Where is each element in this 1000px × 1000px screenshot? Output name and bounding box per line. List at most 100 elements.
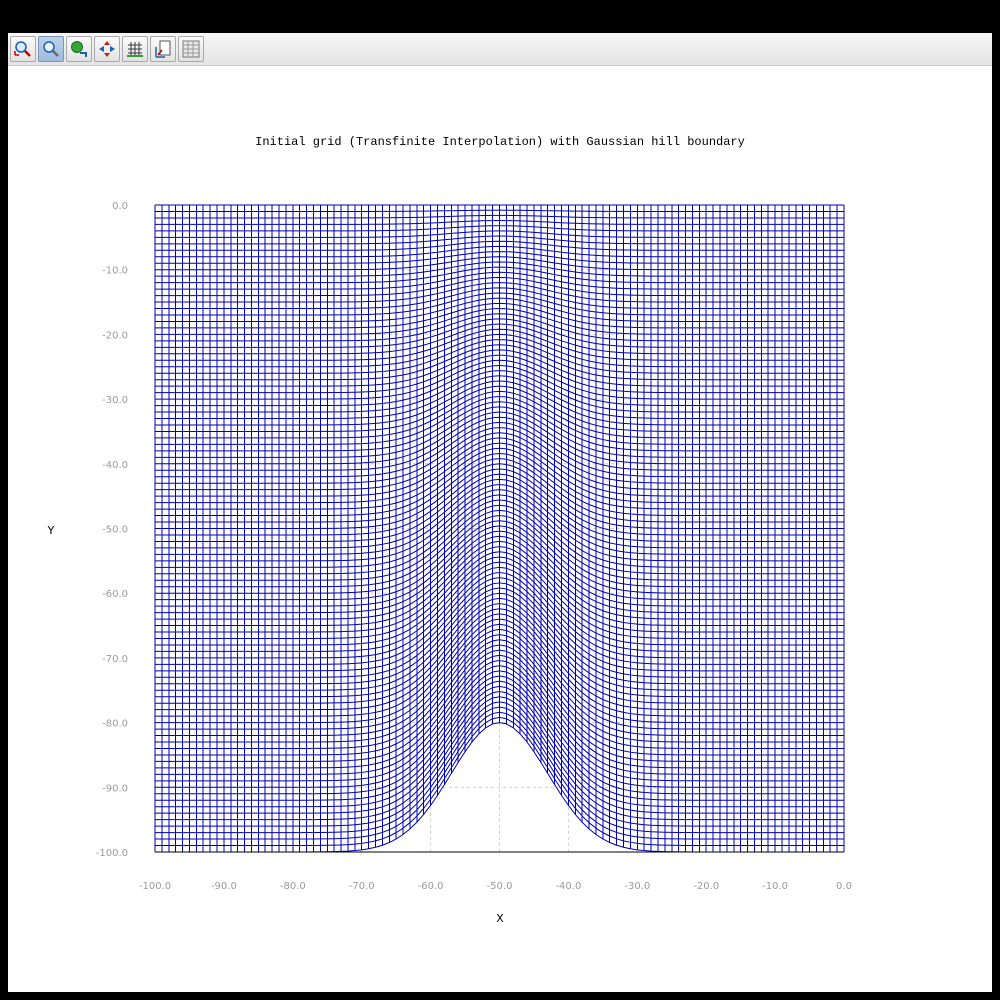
- mesh-line-horizontal: [155, 675, 844, 795]
- mesh-line-horizontal: [155, 370, 844, 413]
- mesh-line-horizontal: [155, 649, 844, 762]
- x-tick-labels: -100.0 -90.0 -80.0 -70.0 -60.0 -50.0 -40.0 -30.…: [139, 881, 852, 892]
- mesh-line-horizontal: [155, 442, 844, 504]
- mesh-line-horizontal: [155, 597, 844, 698]
- mesh-line-horizontal: [155, 577, 844, 672]
- rotate-button[interactable]: [66, 36, 92, 62]
- mesh-line-horizontal: [155, 566, 844, 659]
- zoom-button[interactable]: [38, 36, 64, 62]
- mesh-line-horizontal: [155, 406, 844, 458]
- x-tick-label: 0.0: [836, 881, 852, 892]
- x-tick-label: -30.0: [624, 881, 650, 892]
- mesh-line-horizontal: [155, 618, 844, 724]
- y-tick-label: -90.0: [102, 783, 128, 794]
- mesh-line-horizontal: [155, 623, 844, 730]
- mesh-line-horizontal: [155, 390, 844, 439]
- data-table-icon: [182, 40, 200, 58]
- y-tick-label: -60.0: [102, 589, 128, 600]
- mesh-line-horizontal: [155, 354, 844, 394]
- mesh-line-horizontal: [155, 499, 844, 575]
- mesh-line-horizontal: [155, 716, 844, 847]
- y-axis-label: Y: [47, 524, 54, 538]
- x-tick-label: -40.0: [555, 881, 581, 892]
- plot-window: Initial grid (Transfinite Interpolation)…: [8, 33, 992, 992]
- mesh-line-horizontal: [155, 251, 844, 264]
- mesh-line-horizontal: [155, 339, 844, 374]
- mesh-line-horizontal: [155, 468, 844, 536]
- mesh-line-horizontal: [155, 483, 844, 555]
- mesh-line-horizontal: [155, 556, 844, 646]
- mesh-line-horizontal: [155, 582, 844, 678]
- mesh-line-horizontal: [155, 473, 844, 542]
- grid-toggle-icon: [127, 42, 143, 57]
- mesh-line-horizontal: [155, 463, 844, 529]
- mesh-line-horizontal: [155, 437, 844, 497]
- y-tick-labels: 0.0 -10.0 -20.0 -30.0 -40.0 -50.0 -60.0 -70.0 -8…: [96, 201, 128, 859]
- mesh-line-horizontal: [155, 494, 844, 568]
- mesh-line-horizontal: [155, 427, 844, 484]
- x-tick-label: -90.0: [211, 881, 237, 892]
- mesh-line-horizontal: [155, 654, 844, 769]
- y-tick-label: -80.0: [102, 719, 128, 730]
- mesh-line-horizontal: [155, 235, 844, 245]
- mesh-line-horizontal: [155, 308, 844, 335]
- grid-toggle-button[interactable]: [122, 36, 148, 62]
- mesh-line-horizontal: [155, 680, 844, 801]
- pan-button[interactable]: [94, 36, 120, 62]
- x-tick-label: -100.0: [139, 881, 171, 892]
- mesh-line-horizontal: [155, 509, 844, 588]
- mesh-line-horizontal: [155, 396, 844, 445]
- mesh-line-horizontal: [155, 489, 844, 562]
- mesh-line-horizontal: [155, 540, 844, 627]
- mesh-line-horizontal: [155, 349, 844, 387]
- mesh-line-horizontal: [155, 613, 844, 717]
- mesh-line-horizontal: [155, 546, 844, 633]
- mesh-line-horizontal: [155, 628, 844, 737]
- mesh-line-horizontal: [155, 344, 844, 381]
- mesh-line-horizontal: [155, 328, 844, 361]
- mesh-line-horizontal: [155, 670, 844, 788]
- y-tick-label: -70.0: [102, 654, 128, 665]
- mesh-line-horizontal: [155, 535, 844, 620]
- mesh-line-horizontal: [155, 323, 844, 355]
- mesh-line-horizontal: [155, 261, 844, 277]
- toolbar: [8, 33, 992, 66]
- mesh-line-horizontal: [155, 515, 844, 594]
- x-tick-label: -60.0: [418, 881, 444, 892]
- pan-icon: [99, 41, 115, 57]
- mesh-line-horizontal: [155, 571, 844, 665]
- zoom-icon: [43, 41, 59, 57]
- mesh-line-horizontal: [155, 561, 844, 652]
- x-tick-label: -10.0: [762, 881, 788, 892]
- mesh-line-horizontal: [155, 634, 844, 743]
- mesh-line-horizontal: [155, 292, 844, 316]
- mesh-line-horizontal: [155, 520, 844, 601]
- mesh-line-horizontal: [155, 302, 844, 329]
- mesh-line-horizontal: [155, 452, 844, 517]
- mesh-line-horizontal: [155, 644, 844, 756]
- y-tick-label: -50.0: [102, 525, 128, 536]
- mesh-line-horizontal: [155, 525, 844, 607]
- mesh-line-horizontal: [155, 592, 844, 691]
- mesh-line-horizontal: [155, 359, 844, 400]
- mesh-line-horizontal: [155, 530, 844, 614]
- mesh-line-horizontal: [155, 706, 844, 834]
- x-tick-label: -70.0: [349, 881, 375, 892]
- mesh-line-horizontal: [155, 245, 844, 258]
- mesh-line-horizontal: [155, 432, 844, 491]
- mesh-line-horizontal: [155, 282, 844, 303]
- x-axis-label: X: [496, 912, 503, 926]
- mesh-line-horizontal: [155, 318, 844, 348]
- mesh-line-horizontal: [155, 478, 844, 549]
- data-table-button[interactable]: [178, 36, 204, 62]
- mesh-line-horizontal: [155, 447, 844, 510]
- y-tick-label: -20.0: [102, 330, 128, 341]
- zoom-reset-button[interactable]: [10, 36, 36, 62]
- grid-mesh: [154, 204, 845, 853]
- mesh-line-horizontal: [155, 696, 844, 821]
- mesh-line-horizontal: [155, 421, 844, 478]
- mesh-line-horizontal: [155, 701, 844, 827]
- plot-area[interactable]: Initial grid (Transfinite Interpolation)…: [8, 33, 992, 992]
- mesh-line-horizontal: [155, 587, 844, 685]
- axis-edit-button[interactable]: [150, 36, 176, 62]
